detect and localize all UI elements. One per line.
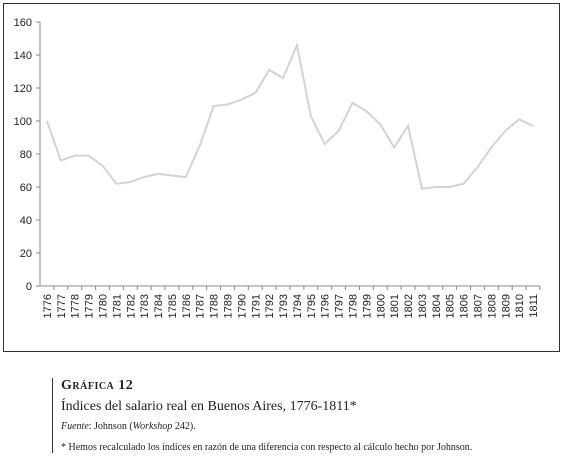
y-tick-label: 40 — [20, 215, 32, 227]
x-tick-label: 1779 — [84, 294, 96, 318]
x-tick-label: 1810 — [514, 294, 526, 318]
x-tick-label: 1783 — [139, 294, 151, 318]
figure-label: Gráfica 12 — [61, 378, 134, 393]
x-tick-label: 1789 — [223, 294, 235, 318]
source-text: : Johnson ( — [88, 421, 133, 432]
y-tick-label: 0 — [26, 281, 32, 293]
x-tick-label: 1796 — [320, 294, 332, 318]
x-tick-label: 1787 — [195, 294, 207, 318]
x-tick-label: 1784 — [153, 294, 165, 318]
x-tick-label: 1795 — [306, 294, 318, 318]
x-tick-label: 1778 — [70, 294, 82, 318]
x-tick-label: 1803 — [417, 294, 429, 318]
x-tick-label: 1782 — [125, 294, 137, 318]
x-tick-label: 1809 — [500, 294, 512, 318]
x-tick-label: 1785 — [167, 294, 179, 318]
x-tick-label: 1786 — [181, 294, 193, 318]
x-tick-label: 1798 — [348, 294, 360, 318]
x-tick-label: 1807 — [473, 294, 485, 318]
x-tick-label: 1776 — [42, 294, 54, 318]
x-tick-label: 1788 — [209, 294, 221, 318]
y-tick-label: 80 — [20, 149, 32, 161]
y-tick-label: 140 — [14, 50, 32, 62]
x-tick-label: 1792 — [264, 294, 276, 318]
note: * Hemos recalculado los índices en razón… — [61, 442, 473, 453]
x-tick-label: 1791 — [250, 294, 262, 318]
y-tick-label: 160 — [14, 17, 32, 29]
source-label: Fuente — [61, 421, 89, 432]
x-tick-label: 1811 — [528, 294, 540, 318]
x-tick-label: 1777 — [56, 294, 68, 318]
x-tick-label: 1805 — [445, 294, 457, 318]
x-tick-label: 1790 — [236, 294, 248, 318]
x-tick-label: 1802 — [403, 294, 415, 318]
x-tick-label: 1799 — [361, 294, 373, 318]
source-text: 242). — [172, 421, 196, 432]
chart-frame — [3, 3, 560, 352]
x-tick-label: 1781 — [111, 294, 123, 318]
caption: Gráfica 12 Índices del salario real en B… — [52, 378, 472, 453]
x-tick-label: 1797 — [334, 294, 346, 318]
y-tick-label: 60 — [20, 182, 32, 194]
y-tick-label: 20 — [20, 248, 32, 260]
x-tick-label: 1780 — [98, 294, 110, 318]
y-tick-label: 100 — [14, 116, 32, 128]
x-tick-label: 1804 — [431, 294, 443, 318]
x-tick-label: 1806 — [459, 294, 471, 318]
x-tick-label: 1794 — [292, 294, 304, 318]
x-tick-label: 1808 — [486, 294, 498, 318]
x-tick-label: 1793 — [278, 294, 290, 318]
source: Fuente: Johnson (Workshop 242). — [61, 421, 472, 432]
figure-title: Índices del salario real en Buenos Aires… — [61, 399, 357, 414]
y-tick-label: 120 — [14, 83, 32, 95]
x-tick-label: 1801 — [389, 294, 401, 318]
source-work: Workshop — [132, 421, 173, 432]
x-tick-label: 1800 — [375, 294, 387, 318]
data-line — [46, 41, 534, 190]
